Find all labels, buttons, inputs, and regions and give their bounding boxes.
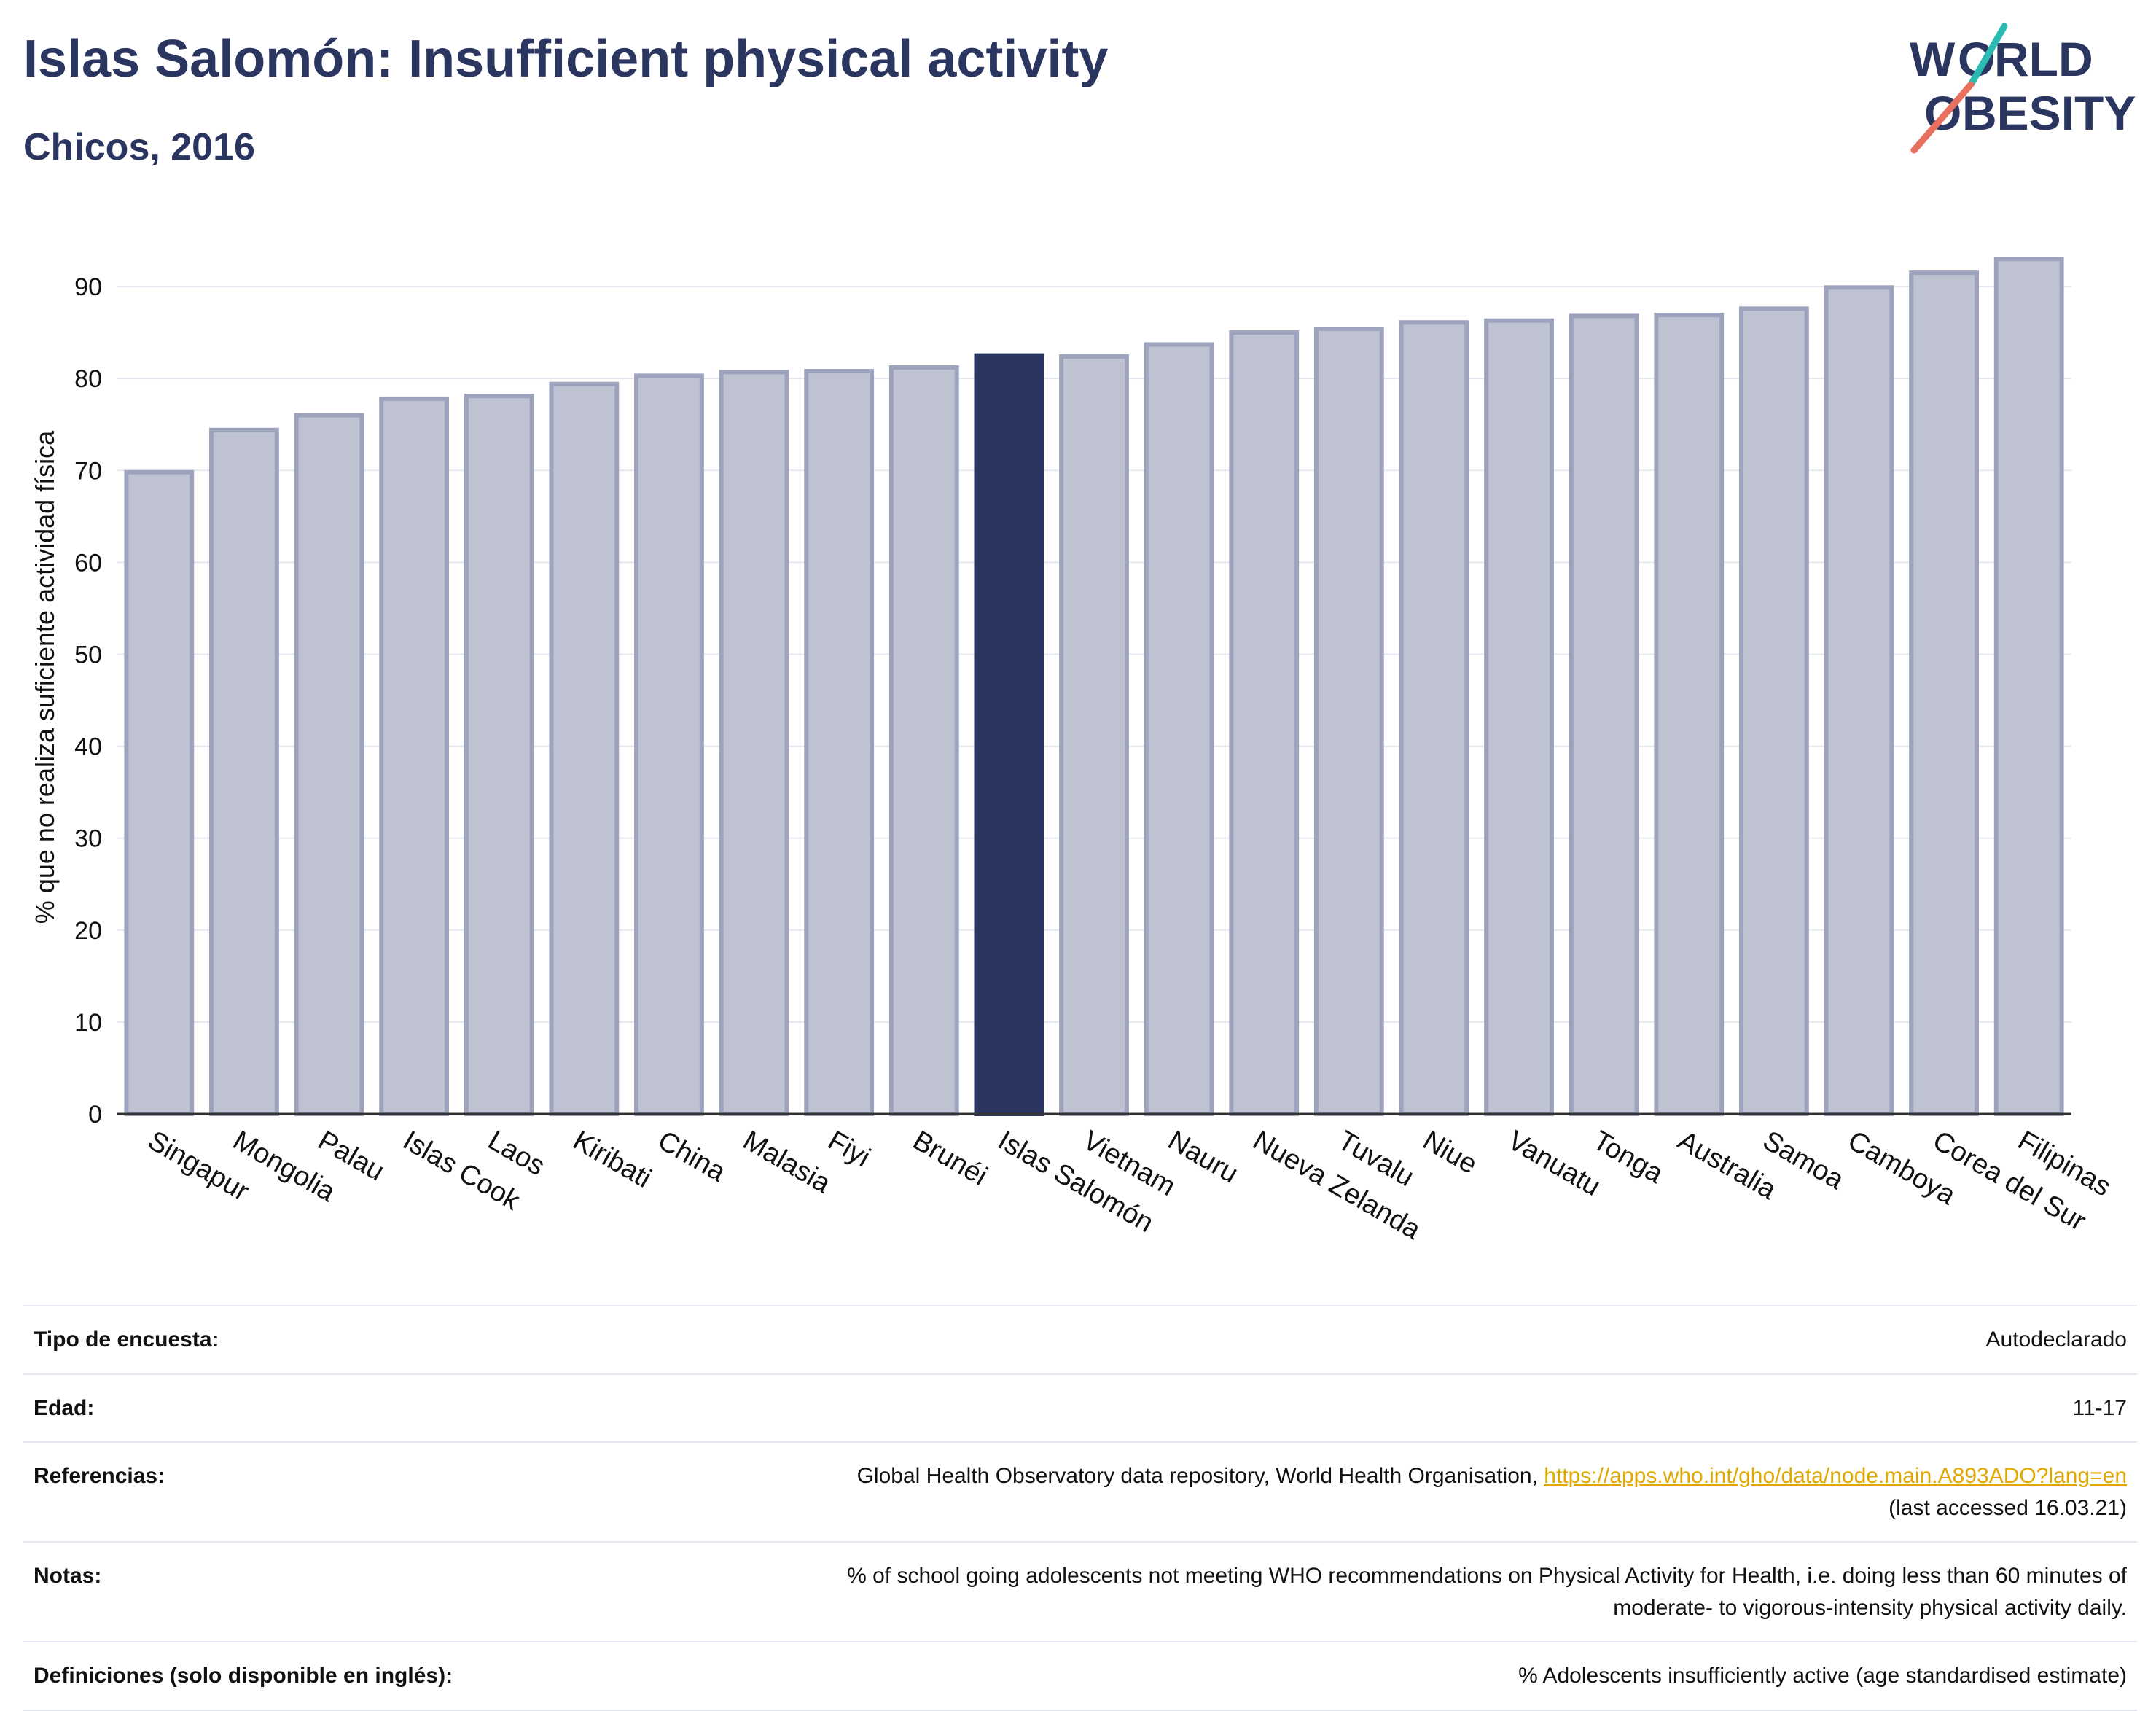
bar-nueva-zelanda [1229, 330, 1300, 1117]
y-tick-label: 50 [74, 641, 102, 669]
x-tick-label: Malasia [738, 1125, 836, 1199]
y-axis-ticks: 0 10 20 30 40 50 60 70 80 90 [74, 273, 102, 1129]
row-value: % Adolescents insufficiently active (age… [627, 1641, 2137, 1711]
references-row: Referencias: Global Health Observatory d… [23, 1441, 2137, 1542]
notes-text: % of school going adolescents not meetin… [847, 1564, 2127, 1588]
y-tick-label: 30 [74, 825, 102, 853]
svg-text:RLD: RLD [1994, 32, 2093, 86]
bar-islas-salomón [974, 353, 1044, 1116]
page-subtitle: Chicos, 2016 [23, 126, 255, 168]
x-tick-label: Kiribati [568, 1125, 657, 1193]
page-title: Islas Salomón: Insufficient physical act… [23, 30, 1109, 88]
x-tick-label: China [652, 1125, 731, 1188]
survey-type-row: Tipo de encuesta: Autodeclarado [23, 1305, 2137, 1374]
notes-row: Notas: % of school going adolescents not… [23, 1541, 2137, 1642]
row-label: Tipo de encuesta: [23, 1305, 627, 1374]
bar-palau [294, 413, 364, 1117]
bar-chart: 0 10 20 30 40 50 60 70 80 90 SingapurMongoliaPala… [30, 257, 2116, 1246]
x-tick-label: Vanuatu [1503, 1125, 1606, 1202]
row-label: Referencias: [23, 1441, 627, 1542]
row-value: Autodeclarado [627, 1305, 2137, 1374]
y-tick-label: 0 [88, 1101, 102, 1129]
age-row: Edad: 11-17 [23, 1373, 2137, 1442]
y-tick-label: 40 [74, 733, 102, 761]
bar-kiribati [549, 381, 620, 1117]
y-axis-label: % que no realiza suficiente actividad fí… [30, 430, 60, 924]
bar-china [634, 373, 704, 1116]
reference-access-date: (last accessed 16.03.21) [1889, 1495, 2127, 1520]
row-value: % of school going adolescents not meetin… [627, 1541, 2137, 1642]
bar-samoa [1738, 306, 1809, 1117]
y-tick-label: 20 [74, 917, 102, 945]
bar-australia [1654, 313, 1725, 1116]
world-obesity-logo: W O RLD O BESITY [1910, 23, 2136, 154]
bar-islas-cook [379, 396, 450, 1116]
y-tick-label: 70 [74, 457, 102, 485]
y-tick-label: 10 [74, 1009, 102, 1037]
y-tick-label: 90 [74, 273, 102, 301]
x-tick-label: Niue [1418, 1125, 1483, 1180]
bar-tuvalu [1313, 327, 1384, 1117]
bar-laos [464, 394, 534, 1116]
bar-singapur [124, 469, 195, 1116]
x-tick-label: Fiyi [823, 1125, 875, 1173]
reference-link[interactable]: https://apps.who.int/gho/data/node.main.… [1544, 1464, 2127, 1488]
metadata-table: Tipo de encuesta: Autodeclarado Edad: 11… [23, 1305, 2137, 1711]
bar-mongolia [209, 427, 279, 1116]
row-label: Notas: [23, 1541, 627, 1642]
definitions-row: Definiciones (solo disponible en inglés)… [23, 1641, 2137, 1711]
bar-vanuatu [1484, 318, 1554, 1117]
bar-nauru [1144, 342, 1214, 1117]
x-tick-label: Brunéi [907, 1125, 992, 1191]
bar-tonga [1569, 313, 1639, 1116]
row-value: Global Health Observatory data repositor… [627, 1441, 2137, 1542]
bars [124, 257, 2064, 1117]
row-label: Definiciones (solo disponible en inglés)… [23, 1641, 627, 1711]
bar-fiyi [804, 369, 875, 1117]
bar-niue [1399, 320, 1469, 1117]
bar-malasia [719, 370, 789, 1117]
row-label: Edad: [23, 1373, 627, 1442]
reference-text: Global Health Observatory data repositor… [856, 1464, 1544, 1488]
bar-corea-del-sur [1909, 270, 1979, 1116]
bar-brunéi [888, 365, 959, 1116]
notes-text-continued: moderate- to vigorous-intensity physical… [1613, 1595, 2127, 1620]
bar-camboya [1824, 285, 1894, 1116]
bar-vietnam [1059, 354, 1129, 1117]
bar-filipinas [1993, 257, 2064, 1116]
y-tick-label: 80 [74, 365, 102, 393]
row-value: 11-17 [627, 1373, 2137, 1442]
svg-text:BESITY: BESITY [1962, 86, 2136, 140]
y-tick-label: 60 [74, 549, 102, 577]
svg-text:W: W [1910, 32, 1956, 86]
